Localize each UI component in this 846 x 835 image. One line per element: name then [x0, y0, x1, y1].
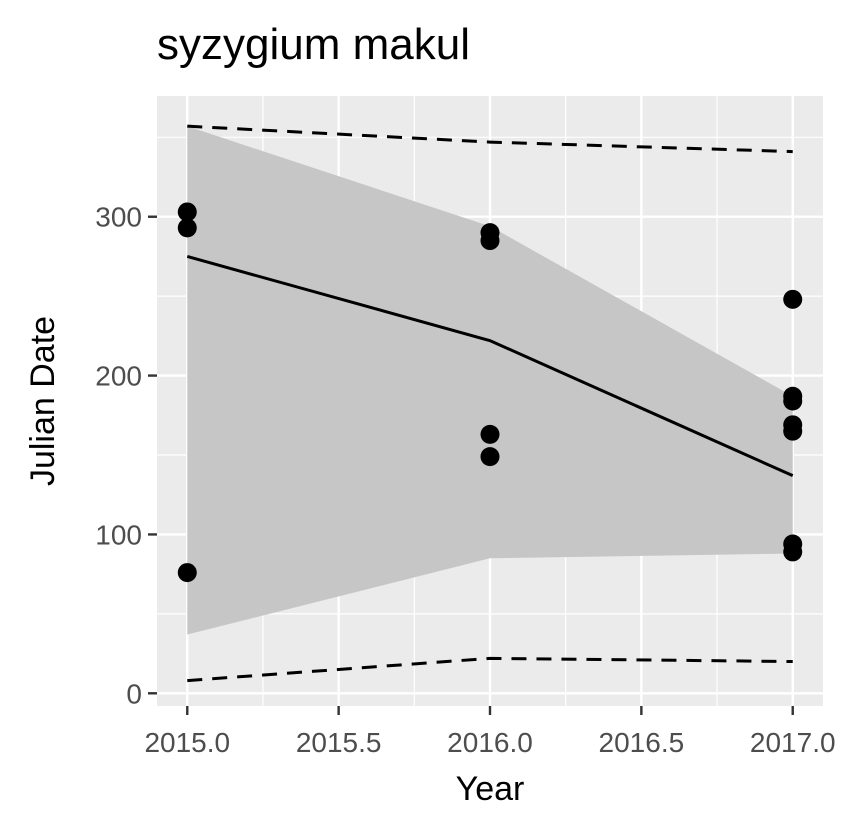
data-point	[783, 542, 803, 562]
confidence-band	[187, 126, 793, 635]
data-point	[177, 202, 197, 222]
fit-line	[186, 254, 794, 478]
y-axis-ticks: 0 100 200 300	[95, 202, 157, 709]
data-point	[480, 231, 500, 251]
x-tick-label: 2017.0	[750, 727, 836, 758]
y-tick-label: 300	[95, 202, 142, 233]
lower-prediction-bound	[187, 656, 793, 683]
data-point	[783, 289, 803, 309]
data-point	[480, 447, 500, 467]
data-point	[177, 563, 197, 583]
x-tick-label: 2015.0	[144, 727, 230, 758]
x-tick-label: 2015.5	[296, 727, 382, 758]
upper-prediction-bound	[187, 124, 793, 154]
data-point	[783, 391, 803, 411]
data-point	[480, 424, 500, 444]
data-point	[177, 218, 197, 238]
x-axis-ticks: 2015.0 2015.5 2016.0 2016.5 2017.0	[144, 706, 836, 758]
y-tick-label: 0	[126, 678, 142, 709]
x-tick-label: 2016.0	[447, 727, 533, 758]
y-axis-title: Julian Date	[24, 316, 62, 486]
chart-title: syzygium makul	[157, 20, 470, 69]
data-points	[177, 202, 803, 583]
x-axis-title: Year	[456, 770, 525, 808]
data-point	[783, 421, 803, 441]
x-tick-label: 2016.5	[599, 727, 685, 758]
y-tick-label: 200	[95, 361, 142, 392]
y-tick-label: 100	[95, 519, 142, 550]
